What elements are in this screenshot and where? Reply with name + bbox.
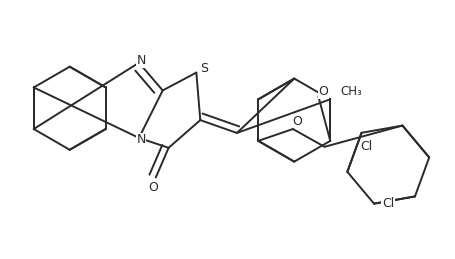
Text: N: N	[136, 54, 146, 67]
Text: O: O	[318, 85, 328, 98]
Text: N: N	[136, 133, 146, 146]
Text: Cl: Cl	[382, 197, 394, 210]
Text: Cl: Cl	[360, 140, 373, 153]
Text: S: S	[200, 62, 208, 75]
Text: O: O	[292, 114, 302, 128]
Text: CH₃: CH₃	[340, 85, 362, 98]
Text: O: O	[148, 181, 158, 194]
